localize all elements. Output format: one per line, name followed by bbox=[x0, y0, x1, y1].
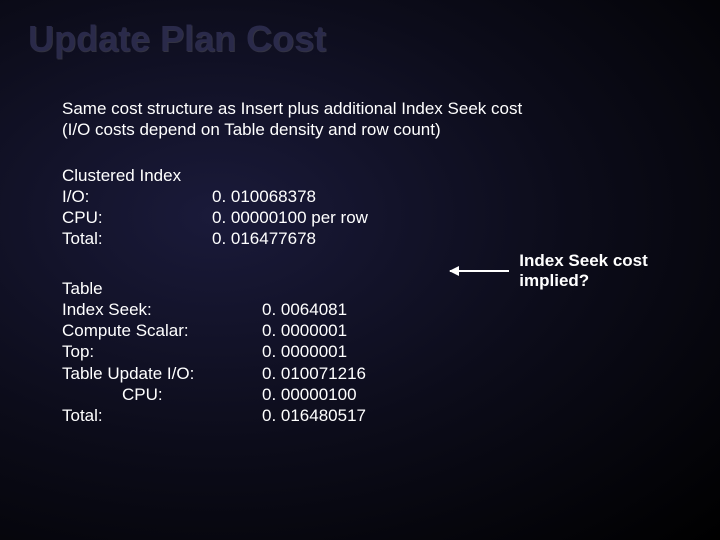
table-update-io-label: Table Update I/O: bbox=[62, 363, 262, 384]
annotation-text: Index Seek cost implied? bbox=[519, 251, 720, 291]
compute-scalar-value: 0. 0000001 bbox=[262, 320, 347, 341]
compute-scalar-label: Compute Scalar: bbox=[62, 320, 262, 341]
intro-text: Same cost structure as Insert plus addit… bbox=[62, 98, 720, 141]
section2-row: Total: 0. 016480517 bbox=[62, 405, 720, 426]
io-value: 0. 010068378 bbox=[212, 186, 316, 207]
io-label: I/O: bbox=[62, 186, 212, 207]
total-label: Total: bbox=[62, 228, 212, 249]
clustered-index-section: Clustered Index I/O: 0. 010068378 CPU: 0… bbox=[62, 165, 720, 250]
total2-label: Total: bbox=[62, 405, 262, 426]
index-seek-label: Index Seek: bbox=[62, 299, 262, 320]
table-section: Table Index Seek: 0. 0064081 Compute Sca… bbox=[62, 278, 720, 427]
table-update-io-value: 0. 010071216 bbox=[262, 363, 366, 384]
index-seek-value: 0. 0064081 bbox=[262, 299, 347, 320]
top-value: 0. 0000001 bbox=[262, 341, 347, 362]
intro-line-2: (I/O costs depend on Table density and r… bbox=[62, 119, 720, 140]
cpu-value: 0. 00000100 per row bbox=[212, 207, 368, 228]
section1-row: I/O: 0. 010068378 bbox=[62, 186, 720, 207]
slide-title: Update Plan Cost bbox=[0, 0, 720, 60]
section2-row: CPU: 0. 00000100 bbox=[62, 384, 720, 405]
cpu-indent-label: CPU: bbox=[62, 384, 262, 405]
annotation-callout: Index Seek cost implied? bbox=[450, 251, 720, 291]
total-value: 0. 016477678 bbox=[212, 228, 316, 249]
section2-row: Index Seek: 0. 0064081 bbox=[62, 299, 720, 320]
intro-line-1: Same cost structure as Insert plus addit… bbox=[62, 98, 720, 119]
section2-row: Top: 0. 0000001 bbox=[62, 341, 720, 362]
total2-value: 0. 016480517 bbox=[262, 405, 366, 426]
section1-header: Clustered Index bbox=[62, 165, 720, 186]
top-label: Top: bbox=[62, 341, 262, 362]
arrow-left-icon bbox=[450, 270, 509, 272]
cpu-indent-value: 0. 00000100 bbox=[262, 384, 357, 405]
section2-row: Compute Scalar: 0. 0000001 bbox=[62, 320, 720, 341]
section1-row: CPU: 0. 00000100 per row bbox=[62, 207, 720, 228]
section2-row: Table Update I/O: 0. 010071216 bbox=[62, 363, 720, 384]
slide-content: Same cost structure as Insert plus addit… bbox=[0, 60, 720, 426]
section1-row: Total: 0. 016477678 bbox=[62, 228, 720, 249]
cpu-label: CPU: bbox=[62, 207, 212, 228]
